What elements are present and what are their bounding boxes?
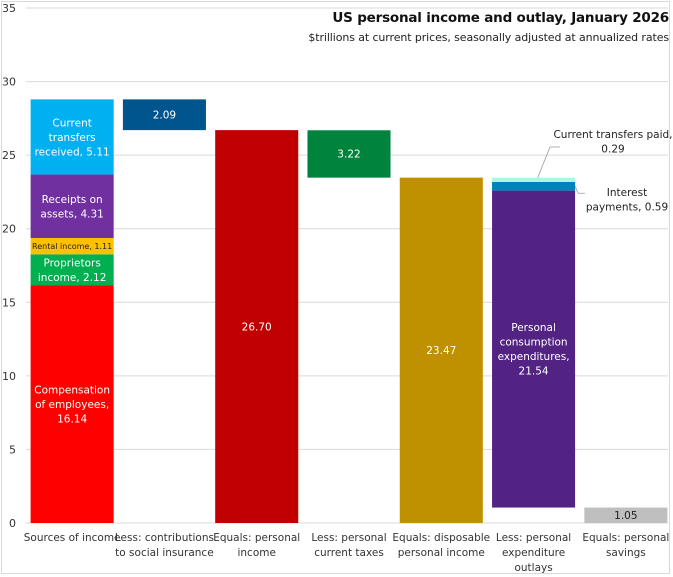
bar-segment	[30, 99, 114, 175]
y-tick-label: 15	[2, 296, 16, 309]
bar-segment	[492, 177, 576, 182]
x-tick-label: to social insurance	[115, 547, 214, 559]
data-label: consumption	[500, 337, 568, 349]
data-label: expenditures,	[498, 351, 570, 363]
data-label: Rental income, 1.11	[32, 242, 112, 251]
data-label: payments, 0.59	[586, 202, 668, 214]
x-tick-label: income	[237, 547, 275, 559]
bar-segment	[492, 181, 576, 191]
data-label: 16.14	[57, 414, 87, 426]
bar-segment	[399, 177, 483, 524]
x-tick-label: Equals: personal	[582, 532, 669, 544]
bar-segment	[30, 174, 114, 238]
y-tick-label: 35	[2, 2, 16, 15]
chart-subtitle: $trillions at current prices, seasonally…	[308, 31, 669, 44]
x-tick-label: savings	[606, 547, 646, 559]
bar-segment	[307, 130, 391, 178]
bar-segment	[584, 507, 668, 523]
data-label: 23.47	[426, 345, 456, 357]
bar-segment	[215, 130, 299, 523]
x-tick-label: personal income	[398, 547, 485, 559]
y-axis-ticks: 0 5 10 15 20 25 30 35	[2, 2, 16, 530]
y-tick-label: 25	[2, 149, 16, 162]
x-tick-label: Equals: disposable	[392, 532, 490, 544]
data-label: assets, 4.31	[40, 208, 103, 220]
data-label: 2.09	[153, 110, 176, 122]
bar-segment	[30, 237, 114, 255]
data-label: income, 2.12	[38, 272, 107, 284]
x-tick-label: Less: personal	[311, 532, 386, 544]
x-tick-label: Less: personal	[496, 532, 571, 544]
chart-title: US personal income and outlay, January 2…	[332, 10, 669, 26]
data-labels: Compensation of employees, 16.14 Proprietor…	[32, 110, 672, 523]
data-label: Interest	[607, 187, 647, 199]
data-label: 3.22	[337, 149, 360, 161]
y-tick-label: 5	[9, 443, 16, 456]
data-label: Receipts on	[42, 194, 103, 206]
data-label: Compensation	[34, 385, 110, 397]
y-tick-label: 30	[2, 76, 16, 89]
y-tick-label: 0	[9, 517, 16, 530]
data-label: of employees,	[35, 399, 109, 411]
bars	[30, 99, 668, 524]
data-label: transfers	[49, 132, 96, 144]
callout-line	[574, 186, 586, 194]
bar-segment	[122, 99, 206, 131]
x-tick-label: Sources of income	[24, 532, 121, 544]
x-tick-label: current taxes	[314, 547, 384, 559]
y-tick-label: 10	[2, 370, 16, 383]
x-tick-label: expenditure	[502, 547, 565, 559]
data-label: 1.05	[614, 510, 637, 522]
callout-line	[537, 146, 560, 178]
bar-segment	[492, 190, 576, 508]
data-label: Proprietors	[43, 257, 100, 269]
data-label: 26.70	[242, 321, 272, 333]
y-tick-label: 20	[2, 223, 16, 236]
x-tick-label: Less: contributions	[115, 532, 214, 544]
bar-segment	[30, 254, 114, 286]
x-tick-label: outlays	[514, 562, 552, 574]
data-label: 0.29	[601, 144, 624, 156]
data-label: 21.54	[519, 366, 549, 378]
bar-segment	[30, 285, 114, 523]
data-label: Current transfers paid,	[553, 129, 672, 141]
data-label: Current	[52, 117, 91, 129]
data-label: Personal	[511, 322, 556, 334]
data-label: received, 5.11	[35, 146, 110, 158]
x-tick-label: Equals: personal	[213, 532, 300, 544]
